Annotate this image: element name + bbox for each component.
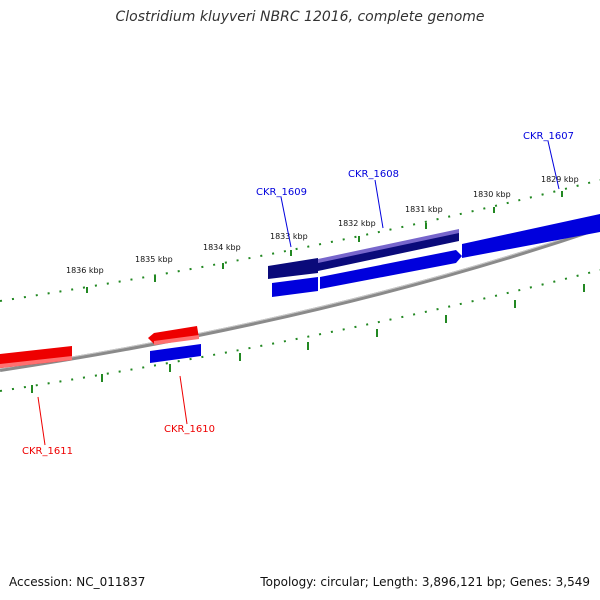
map-title: Clostridium kluyveri NBRC 12016, complet… — [115, 9, 485, 25]
gene-label: CKR_1609 — [256, 187, 307, 198]
genome-stats-text: Topology: circular; Length: 3,896,121 bp… — [260, 575, 590, 589]
tick-label: 1832 kbp — [338, 219, 376, 228]
gene-ckr-1609-outer[interactable] — [268, 258, 318, 279]
reverse-strand-genes — [0, 326, 199, 368]
gene-label: CKR_1611 — [22, 446, 73, 457]
outer-major-ticks — [86, 191, 563, 293]
gene-label: CKR_1610 — [164, 424, 215, 435]
gene-ckr-1609-inner[interactable] — [272, 277, 318, 297]
tick-label: 1835 kbp — [135, 255, 173, 264]
tick-label: 1831 kbp — [405, 205, 443, 214]
gene-label: CKR_1608 — [348, 169, 399, 180]
gene-ckr-1607[interactable] — [462, 214, 600, 258]
gene-ckr-1608-inner[interactable] — [320, 250, 462, 289]
accession-text: Accession: NC_011837 — [9, 575, 146, 589]
forward-strand-genes — [150, 214, 600, 363]
gene-ckr-1610[interactable] — [150, 344, 201, 363]
genome-backbone — [0, 226, 600, 372]
gene-label: CKR_1607 — [523, 131, 574, 142]
tick-label: 1829 kbp — [541, 175, 579, 184]
tick-label: 1836 kbp — [66, 266, 104, 275]
tick-label: 1830 kbp — [473, 190, 511, 199]
inner-major-ticks — [31, 284, 585, 393]
tick-label: 1834 kbp — [203, 243, 241, 252]
